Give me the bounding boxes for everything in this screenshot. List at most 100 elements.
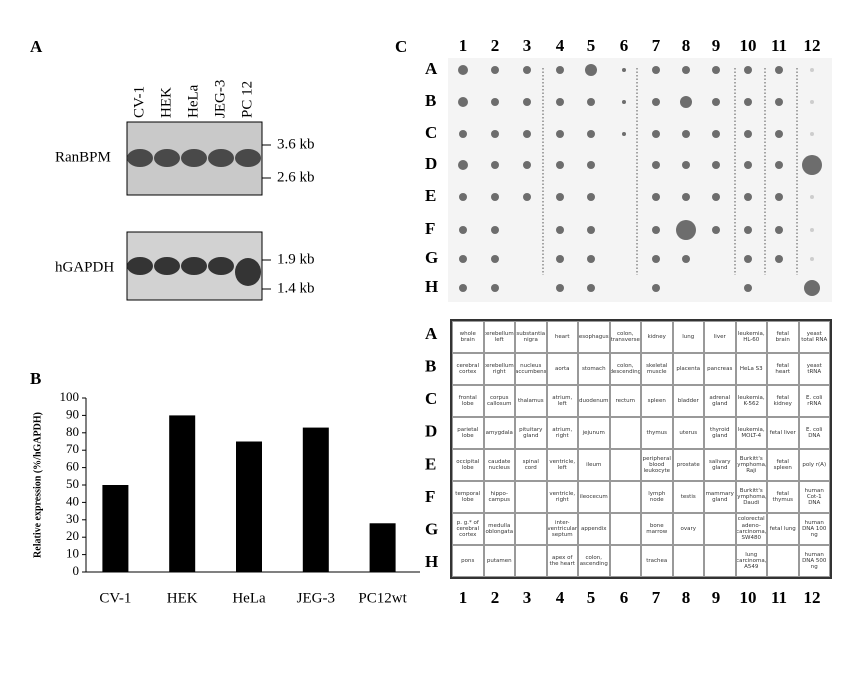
y-tick-label: 80 [66,424,79,439]
row-letter: H [425,552,438,571]
dot [491,130,499,138]
tissue-cell: adrenal gland [704,385,736,417]
row-letter: C [425,389,437,408]
tissue-cell: colon, transverse [609,321,641,353]
dot [523,130,531,138]
tissue-cell: leukemia, HL-60 [735,321,767,353]
row-letter: E [425,454,436,473]
dot [676,220,696,240]
tissue-cell: aorta [546,353,578,385]
tissue-cell: colon, descending [609,353,641,385]
row-letter: H [425,277,438,296]
dot [744,66,752,74]
dot [587,130,595,138]
tissue-table: whole brain cerebellum, left substantia ni… [450,319,832,579]
dot [712,66,720,74]
tissue-cell: liver [704,321,736,353]
panel-label: B [30,369,41,388]
tissue-cell: testis [672,481,704,513]
band [235,258,261,286]
dot [587,255,595,263]
dot [585,64,597,76]
tissue-cell: appendix [578,513,610,545]
tissue-cell: hippo-campus [483,481,515,513]
y-tick-label: 20 [66,528,79,543]
dot [712,130,720,138]
dot [744,226,752,234]
tissue-cell: yeast tRNA [798,353,830,385]
dot [587,98,595,106]
y-tick-label: 40 [66,493,79,508]
tissue-cell: duodenum [578,385,610,417]
y-tick-label: 70 [66,441,79,456]
dot [587,161,595,169]
column-number: 8 [682,36,691,55]
dot [802,155,822,175]
tissue-cell [704,545,736,577]
dot [556,255,564,263]
dot [652,130,660,138]
row-letter: G [425,520,438,539]
row-letter: E [425,186,436,205]
dot [458,160,468,170]
band [181,149,207,167]
dot [622,100,626,104]
band [235,149,261,167]
tissue-cell: kidney [641,321,673,353]
tissue-cell: stomach [578,353,610,385]
bar [236,441,262,572]
dot [491,284,499,292]
tissue-cell: substantia nigra [515,321,547,353]
band [127,149,153,167]
tissue-cell: peripheral blood leukocyte [641,449,673,481]
lane-label: JEG-3 [212,80,228,118]
dot [652,226,660,234]
band [208,257,234,275]
dot [523,66,531,74]
x-tick-label: JEG-3 [297,590,335,606]
band [154,257,180,275]
dot [775,161,783,169]
column-number: 5 [587,36,596,55]
row-letter: G [425,248,438,267]
dot [491,226,499,234]
column-number: 3 [523,36,532,55]
tissue-cell: spleen [641,385,673,417]
dot [712,161,720,169]
dot [556,284,564,292]
column-number: 2 [491,588,500,607]
tissue-cell: inter-ventricular septum [546,513,578,545]
dot [804,280,820,296]
dot [491,161,499,169]
lane-label: CV-1 [131,86,147,118]
y-tick-label: 30 [66,511,79,526]
tissue-cell: Burkitt's lymphoma, Raji [735,449,767,481]
tissue-cell: nucleus accumbens [515,353,547,385]
bar [102,485,129,572]
dot [744,98,752,106]
bar [169,415,196,572]
dot [810,257,814,261]
tissue-cell: ventricle, left [546,449,578,481]
dot [775,98,783,106]
x-tick-label: HeLa [232,590,266,606]
lane-label: HeLa [185,84,201,118]
tissue-cell: apex of the heart [546,545,578,577]
tissue-cell: occipital lobe [452,449,484,481]
tissue-cell: bladder [672,385,704,417]
x-tick-label: HEK [167,590,198,606]
dot [775,255,783,263]
dot [682,255,690,263]
column-number: 12 [804,36,821,55]
tissue-cell: bone marrow [641,513,673,545]
band [208,149,234,167]
y-tick-label: 0 [73,563,80,578]
dot [744,255,752,263]
tissue-cell: poly r(A) [798,449,830,481]
tissue-cell: corpus callosum [483,385,515,417]
dot [556,66,564,74]
gene-label: hGAPDH [55,259,114,275]
dot [810,68,814,72]
tissue-cell: thymus [641,417,673,449]
